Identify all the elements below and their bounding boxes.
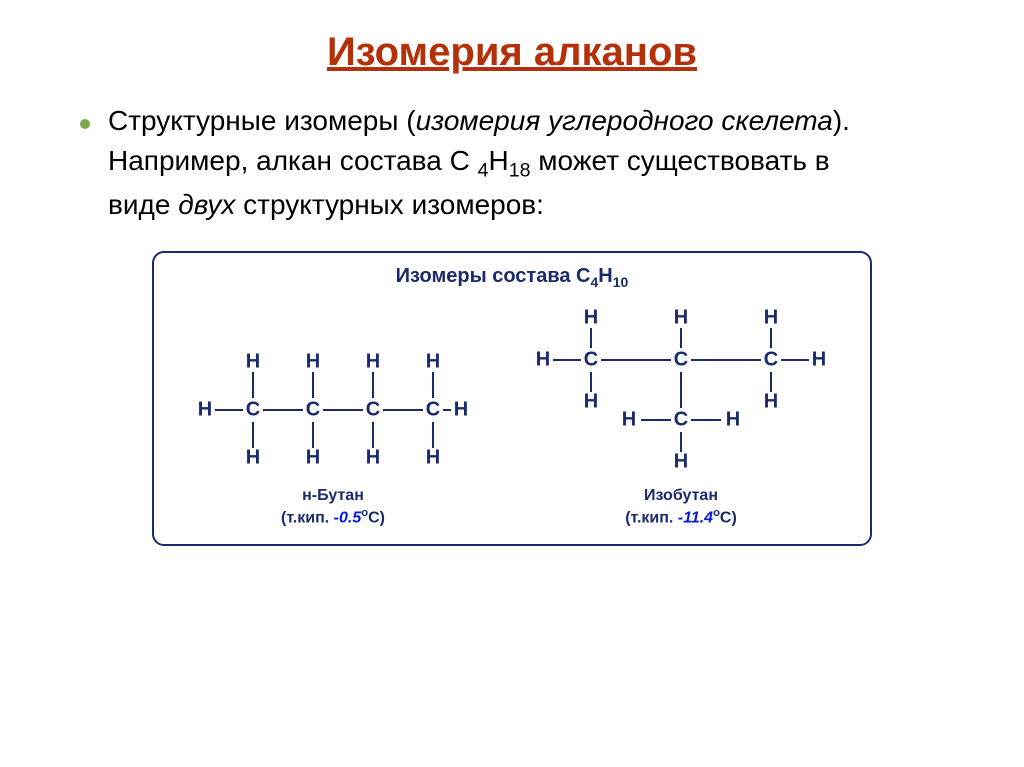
line-3: виде двух структурных изомеров: bbox=[108, 189, 974, 221]
structures-row: HCHHCHHCHHCHHH н-Бутан (т.кип. -0.5oС) H… bbox=[174, 300, 850, 530]
line-2: Например, алкан состава С 4Н18 может сущ… bbox=[108, 145, 974, 183]
svg-text:C: C bbox=[584, 348, 598, 370]
svg-text:H: H bbox=[198, 398, 212, 420]
bullet-text: Структурные изомеры (изомерия углеродног… bbox=[108, 105, 850, 137]
isobutane-caption: Изобутан (т.кип. -11.4oС) bbox=[625, 486, 737, 530]
svg-text:H: H bbox=[812, 348, 826, 370]
svg-text:H: H bbox=[426, 350, 440, 372]
line2-suffix: может существовать в bbox=[531, 145, 830, 176]
bullet-item: Структурные изомеры (изомерия углеродног… bbox=[80, 105, 974, 137]
n-butane-caption: н-Бутан (т.кип. -0.5oС) bbox=[281, 486, 385, 530]
svg-text:C: C bbox=[674, 408, 688, 430]
line2-mid: Н bbox=[489, 145, 509, 176]
n-butane-temp-prefix: (т.кип. bbox=[281, 510, 334, 527]
n-butane-name: н-Бутан bbox=[302, 487, 364, 504]
n-butane-structure: HCHHCHHCHHCHHH bbox=[183, 340, 483, 480]
isobutane-temp-unit: С) bbox=[720, 510, 737, 527]
box-title: Изомеры состава С4Н10 bbox=[174, 265, 850, 290]
bullet-suffix: ). bbox=[833, 105, 850, 136]
svg-text:H: H bbox=[306, 446, 320, 468]
line3-italic: двух bbox=[178, 189, 235, 220]
svg-text:H: H bbox=[426, 446, 440, 468]
box-title-mid: Н bbox=[598, 265, 612, 287]
svg-text:C: C bbox=[674, 348, 688, 370]
svg-text:H: H bbox=[306, 350, 320, 372]
svg-text:C: C bbox=[426, 398, 440, 420]
svg-text:H: H bbox=[366, 446, 380, 468]
svg-text:H: H bbox=[454, 398, 468, 420]
line3-prefix: виде bbox=[108, 189, 178, 220]
isomer-box: Изомеры состава С4Н10 HCHHCHHCHHCHHH н-Б… bbox=[152, 251, 872, 546]
svg-text:H: H bbox=[366, 350, 380, 372]
svg-text:H: H bbox=[246, 350, 260, 372]
svg-text:H: H bbox=[674, 450, 688, 472]
n-butane-temp-unit: С) bbox=[368, 510, 385, 527]
isobutane-structure: HCHCHCHHHHCHHH bbox=[521, 300, 841, 480]
box-title-sub2: 10 bbox=[613, 274, 629, 290]
svg-text:H: H bbox=[764, 306, 778, 328]
svg-text:H: H bbox=[536, 348, 550, 370]
page-title: Изомерия алканов bbox=[50, 30, 974, 75]
isobutane-temp-prefix: (т.кип. bbox=[625, 510, 678, 527]
svg-text:H: H bbox=[726, 408, 740, 430]
bullet-italic: изомерия углеродного скелета bbox=[416, 105, 833, 136]
box-title-prefix: Изомеры состава С bbox=[396, 265, 591, 287]
line2-prefix: Например, алкан состава С bbox=[108, 145, 478, 176]
svg-text:C: C bbox=[764, 348, 778, 370]
svg-text:H: H bbox=[584, 306, 598, 328]
isobutane-deg: o bbox=[713, 507, 720, 519]
svg-text:C: C bbox=[246, 398, 260, 420]
svg-text:H: H bbox=[764, 390, 778, 412]
svg-text:H: H bbox=[246, 446, 260, 468]
line2-sub1: 4 bbox=[478, 160, 489, 182]
isobutane-col: HCHCHCHHHHCHHH Изобутан (т.кип. -11.4oС) bbox=[521, 300, 841, 530]
bullet-icon bbox=[80, 119, 90, 129]
bullet-prefix: Структурные изомеры ( bbox=[108, 105, 416, 136]
n-butane-temp-value: -0.5 bbox=[334, 510, 362, 527]
isobutane-temp-value: -11.4 bbox=[678, 510, 713, 527]
line2-sub2: 18 bbox=[509, 160, 531, 182]
svg-text:C: C bbox=[306, 398, 320, 420]
n-butane-col: HCHHCHHCHHCHHH н-Бутан (т.кип. -0.5oС) bbox=[183, 340, 483, 530]
isobutane-name: Изобутан bbox=[644, 487, 718, 504]
svg-text:C: C bbox=[366, 398, 380, 420]
svg-text:H: H bbox=[584, 390, 598, 412]
svg-text:H: H bbox=[622, 408, 636, 430]
line3-suffix: структурных изомеров: bbox=[235, 189, 544, 220]
svg-text:H: H bbox=[674, 306, 688, 328]
